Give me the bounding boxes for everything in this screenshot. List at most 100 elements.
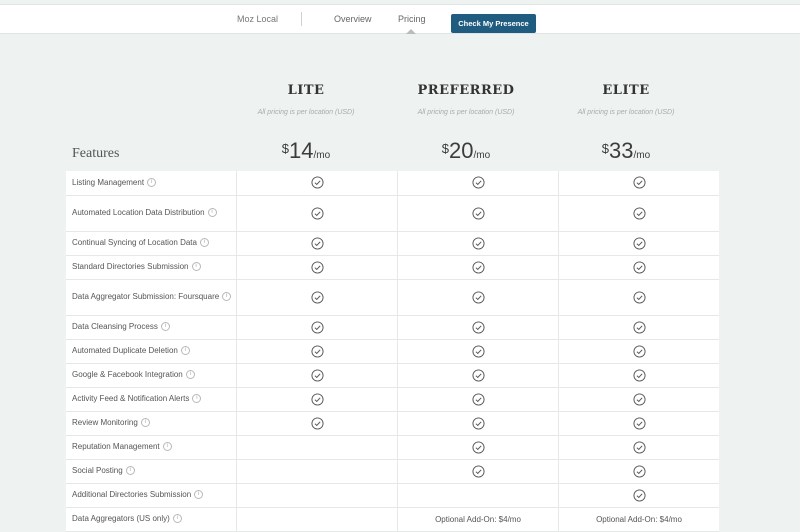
plan-feature-cell [558,459,719,484]
feature-row: Activity Feed & Notification Alerts i [66,387,719,412]
info-icon[interactable]: i [125,466,135,476]
feature-label: Listing Management [72,177,145,187]
info-icon[interactable]: i [162,442,172,452]
info-icon[interactable]: i [160,322,170,332]
feature-name-cell: Data Aggregator Submission: Foursquare i [66,279,237,316]
plan-name: LITE [287,83,325,98]
feature-row: Data Cleansing Process i [66,315,719,340]
addon-price-text: Optional Add-On: $4/mo [596,514,682,524]
plan-feature-cell [236,231,398,256]
nav-brand-moz-local[interactable]: Moz Local [237,14,279,24]
plan-feature-cell [558,315,719,340]
info-icon[interactable]: i [185,370,195,380]
feature-label: Data Aggregators (US only) [72,514,170,523]
plan-price: $20/mo [386,138,546,164]
check-circle-icon [471,368,485,382]
check-circle-icon [632,368,646,382]
info-icon[interactable]: i [194,490,204,500]
plan-feature-cell [558,363,719,388]
feature-name-cell: Continual Syncing of Location Data i [66,231,237,256]
feature-row: Automated Duplicate Deletion i [66,339,719,364]
check-circle-icon [471,344,485,358]
plan-feature-cell [397,339,559,364]
check-circle-icon [471,440,485,454]
check-circle-icon [310,320,324,334]
info-icon[interactable]: i [191,262,201,272]
addon-price-text: Optional Add-On: $4/mo [435,514,521,524]
feature-name-cell: Google & Facebook Integration i [66,363,237,388]
plan-feature-cell [236,279,398,316]
info-icon[interactable]: i [222,292,232,302]
feature-label: Standard Directories Submission [72,262,189,271]
check-circle-icon [310,260,324,274]
check-circle-icon [471,320,485,334]
check-circle-icon [310,176,324,189]
feature-row: Google & Facebook Integration i [66,363,719,388]
plan-feature-cell [236,195,398,232]
feature-label: Additional Directories Submission [72,490,192,499]
feature-row: Data Aggregator Submission: Foursquare i [66,279,719,316]
info-icon[interactable]: i [207,208,217,218]
feature-row: Continual Syncing of Location Data i [66,231,719,256]
feature-name-cell: Listing Management i [66,171,237,196]
feature-label: Activity Feed & Notification Alerts [72,394,190,403]
plan-feature-cell [558,483,719,508]
plan-feature-cell [558,411,719,436]
feature-name-cell: Data Aggregators (US only) i [66,507,237,532]
plan-price: $33/mo [546,138,706,164]
price-currency: $ [601,141,610,156]
price-period: /mo [633,150,651,161]
info-icon[interactable]: i [180,346,190,356]
feature-row: Reputation Management i [66,435,719,460]
check-circle-icon [632,176,646,189]
nav-overview-link[interactable]: Overview [334,14,372,24]
check-circle-icon [471,392,485,406]
feature-label: Data Aggregator Submission: Foursquare [72,292,220,301]
check-circle-icon [471,290,485,304]
check-circle-icon [632,464,646,478]
plan-feature-cell [236,411,398,436]
info-icon[interactable]: i [172,514,182,524]
check-circle-icon [310,416,324,430]
plan-feature-cell [558,255,719,280]
plan-feature-cell [558,195,719,232]
feature-label: Reputation Management [72,442,160,451]
plan-pricing-note: All pricing is per location (USD) [417,109,515,116]
plan-feature-cell [236,507,398,532]
check-circle-icon [471,260,485,274]
check-circle-icon [310,368,324,382]
check-circle-icon [632,488,646,502]
check-circle-icon [471,206,485,220]
nav-pricing-link[interactable]: Pricing [398,14,426,24]
plan-feature-cell [397,171,559,196]
feature-row: Social Posting i [66,459,719,484]
plan-feature-cell [397,363,559,388]
feature-row: Additional Directories Submission i [66,483,719,508]
plan-feature-cell: Optional Add-On: $4/mo [397,507,559,532]
feature-name-cell: Additional Directories Submission i [66,483,237,508]
check-circle-icon [632,416,646,430]
check-circle-icon [632,392,646,406]
price-amount: 33 [609,138,634,163]
plan-feature-cell [236,255,398,280]
plan-feature-cell [236,339,398,364]
feature-name-cell: Automated Location Data Distribution i [66,195,237,232]
plan-feature-cell [558,279,719,316]
feature-name-cell: Activity Feed & Notification Alerts i [66,387,237,412]
features-table: Listing Management i Automated Location Da… [66,171,719,532]
plan-feature-cell [558,171,719,196]
feature-row: Standard Directories Submission i [66,255,719,280]
feature-name-cell: Standard Directories Submission i [66,255,237,280]
feature-name-cell: Social Posting i [66,459,237,484]
feature-row: Review Monitoring i [66,411,719,436]
plan-feature-cell [236,171,398,196]
check-circle-icon [632,290,646,304]
check-my-presence-button[interactable]: Check My Presence [451,14,536,33]
check-circle-icon [310,236,324,250]
nav-divider [301,12,302,26]
info-icon[interactable]: i [140,418,150,428]
info-icon[interactable]: i [147,178,157,188]
plan-feature-cell [397,315,559,340]
info-icon[interactable]: i [199,238,209,248]
info-icon[interactable]: i [192,394,202,404]
